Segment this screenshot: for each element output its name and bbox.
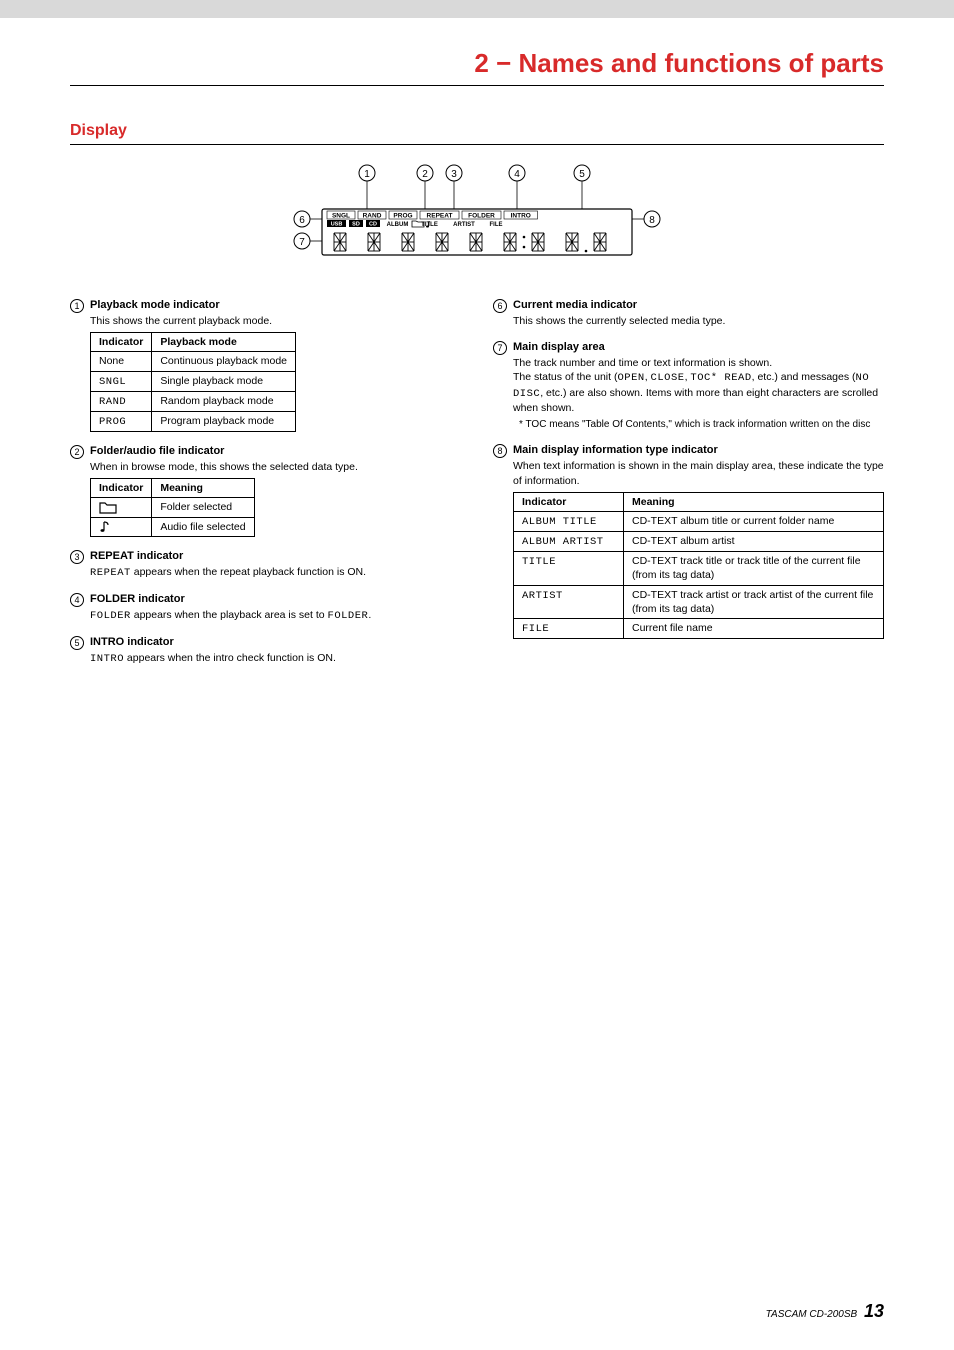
callout-number: 8 [493,444,507,458]
page-footer: TASCAM CD-200SB 13 [766,1301,884,1322]
svg-text:RAND: RAND [363,213,382,220]
item-title: REPEAT indicator [90,550,183,562]
item-body: REPEAT appears when the repeat playback … [90,565,461,580]
svg-text:REPEAT: REPEAT [427,213,453,220]
svg-text:FOLDER: FOLDER [468,213,495,220]
left-column: 1 Playback mode indicator This shows the c… [70,298,461,678]
footer-model: TASCAM CD-200SB [766,1309,858,1320]
display-item-2: 2 Folder/audio file indicator When in brow… [70,444,461,537]
svg-text:SNGL: SNGL [332,213,350,220]
page-content: 2 − Names and functions of parts Display… [0,18,954,678]
svg-text:INTRO: INTRO [511,213,531,220]
item-title: Main display information type indicator [513,444,718,456]
svg-text:FILE: FILE [490,222,503,228]
display-item-1: 1 Playback mode indicator This shows the c… [70,298,461,432]
display-item-6: 6 Current media indicator This shows the c… [493,298,884,328]
top-gray-bar [0,0,954,18]
display-item-7: 7 Main display area The track number and t… [493,340,884,431]
display-item-8: 8 Main display information type indicator… [493,443,884,639]
svg-text:7: 7 [299,237,305,248]
display-diagram: 1 2 3 4 5 SNGL RAND PROG REPEAT FOLDER INTRO USB S… [70,161,884,274]
item-title: Current media indicator [513,299,637,311]
item-title: Playback mode indicator [90,299,220,311]
svg-text:3: 3 [451,169,457,180]
callout-number: 2 [70,445,84,459]
callout-number: 3 [70,550,84,564]
callout-number: 1 [70,299,84,313]
item-title: INTRO indicator [90,636,174,648]
item-body: When in browse mode, this shows the sele… [90,460,461,537]
svg-text:USB: USB [331,222,343,228]
indicator-table: IndicatorMeaningFolder selectedAudio fil… [90,478,255,537]
item-title: Main display area [513,341,605,353]
svg-text:ALBUM: ALBUM [387,222,409,228]
callout-number: 4 [70,593,84,607]
right-column: 6 Current media indicator This shows the c… [493,298,884,678]
item-body: INTRO appears when the intro check funct… [90,651,461,666]
svg-text:ARTIST: ARTIST [453,222,475,228]
indicator-table: IndicatorPlayback modeNoneContinuous pla… [90,332,296,432]
folder-icon [99,501,117,513]
item-body: The track number and time or text inform… [513,356,884,431]
music-note-icon [99,521,113,533]
display-item-4: 4 FOLDER indicator FOLDER appears when the… [70,592,461,623]
item-body: FOLDER appears when the playback area is… [90,608,461,623]
svg-text:4: 4 [514,169,520,180]
svg-text:2: 2 [422,169,428,180]
display-item-5: 5 INTRO indicator INTRO appears when the i… [70,635,461,666]
footer-page-number: 13 [864,1301,884,1321]
item-title: Folder/audio file indicator [90,445,224,457]
svg-text:PROG: PROG [393,213,412,220]
item-body: This shows the currently selected media … [513,314,884,328]
callout-number: 7 [493,341,507,355]
section-title: Display [70,122,884,145]
item-title: FOLDER indicator [90,593,185,605]
svg-text:SD: SD [352,222,360,228]
callout-number: 5 [70,636,84,650]
svg-text:CD: CD [369,222,377,228]
chapter-title: 2 − Names and functions of parts [70,48,884,86]
indicator-table: IndicatorMeaningALBUM TITLECD-TEXT album… [513,492,884,639]
svg-text:6: 6 [299,215,305,226]
item-body: This shows the current playback mode.Ind… [90,314,461,432]
callout-number: 6 [493,299,507,313]
svg-text:8: 8 [649,215,655,226]
svg-text:5: 5 [579,169,585,180]
svg-text:1: 1 [364,169,370,180]
item-body: When text information is shown in the ma… [513,459,884,639]
display-item-3: 3 REPEAT indicator REPEAT appears when the… [70,549,461,580]
